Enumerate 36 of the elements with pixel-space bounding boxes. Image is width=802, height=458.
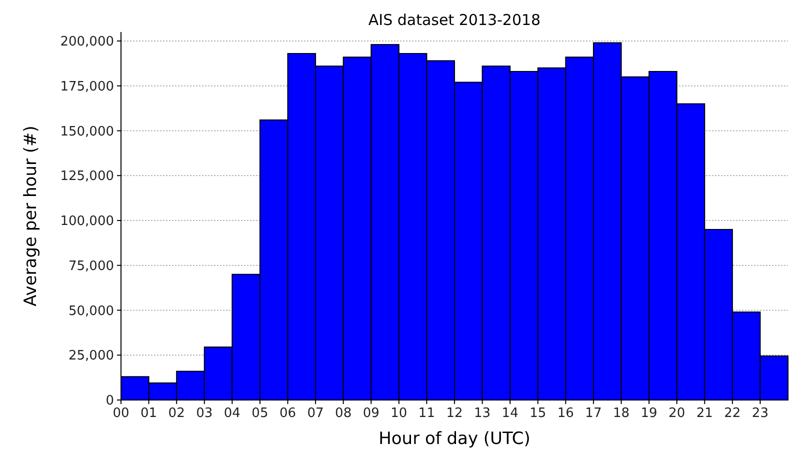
x-tick-label: 06 (279, 406, 296, 421)
x-tick-label: 04 (224, 406, 240, 421)
x-tick-label: 13 (474, 406, 491, 421)
chart-title: AIS dataset 2013-2018 (368, 11, 541, 29)
x-tick-label: 08 (335, 406, 352, 421)
x-tick-label: 18 (612, 406, 630, 421)
x-tick-label: 17 (585, 406, 602, 421)
x-tick-label: 03 (196, 406, 213, 421)
y-tick-label: 200,000 (60, 34, 114, 50)
x-tick-label: 11 (418, 406, 435, 421)
y-tick-label: 0 (106, 394, 114, 409)
x-axis-title: Hour of day (UTC) (378, 429, 530, 449)
y-tick-label: 125,000 (60, 169, 114, 184)
x-tick-label: 21 (696, 406, 713, 421)
x-tick-label: 01 (140, 406, 158, 421)
y-tick-label: 25,000 (68, 348, 114, 364)
x-tick-label: 20 (668, 406, 686, 421)
x-tick-label: 23 (752, 406, 768, 421)
y-axis-title: Average per hour (#) (21, 126, 41, 306)
x-tick-label: 14 (502, 406, 518, 421)
x-tick-label: 10 (390, 406, 408, 421)
y-tick-label: 175,000 (60, 79, 114, 94)
y-tick-label: 50,000 (68, 304, 114, 319)
x-tick-label: 22 (724, 406, 741, 421)
x-tick-label: 12 (446, 406, 463, 421)
y-tick-label: 100,000 (60, 214, 114, 230)
x-tick-label: 09 (362, 406, 380, 421)
x-tick-label: 07 (307, 406, 324, 421)
y-tick-label: 75,000 (68, 258, 114, 274)
x-tick-label: 19 (640, 406, 658, 421)
x-tick-label: 05 (252, 406, 268, 421)
x-tick-label: 00 (112, 406, 130, 421)
y-tick-label: 150,000 (60, 124, 114, 140)
x-tick-label: 02 (168, 406, 185, 421)
x-tick-label: 15 (530, 406, 546, 421)
x-tick-label: 16 (557, 406, 574, 421)
